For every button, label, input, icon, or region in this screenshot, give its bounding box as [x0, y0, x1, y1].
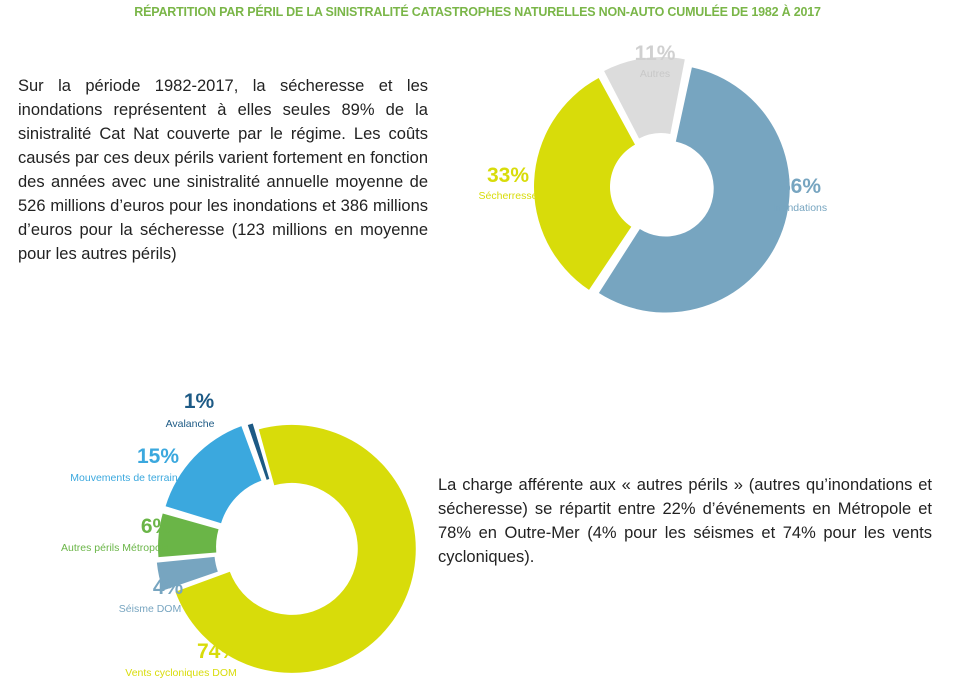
donut-slice: [156, 556, 218, 591]
slice-value-label: 33%: [487, 164, 529, 187]
paragraph: Sur la période 1982-2017, la sécheresse …: [18, 77, 428, 263]
paragraph: La charge afférente aux « autres périls …: [438, 476, 932, 566]
slice-name-label: Mouvements de terrain: [70, 472, 178, 484]
slice-value-label: 6%: [141, 515, 172, 538]
slice-name-label: Inondations: [773, 202, 827, 214]
donut-slice: [247, 423, 270, 480]
donut-slice: [534, 77, 636, 290]
slice-name-label: Vents cycloniques DOM: [125, 667, 236, 679]
slice-value-label: 11%: [635, 42, 676, 65]
slice-value-label: 56%: [779, 175, 821, 198]
donut-slice: [598, 67, 790, 313]
slice-value-label: 15%: [137, 445, 179, 468]
slice-value-label: 74%: [197, 640, 239, 663]
slice-name-label: Séisme DOM: [119, 603, 181, 615]
slice-name-label: Autres périls Métropole: [61, 542, 169, 554]
donut-slice: [604, 57, 685, 139]
page-title: RÉPARTITION PAR PÉRIL DE LA SINISTRALITÉ…: [134, 5, 821, 19]
donut-slice: [165, 426, 262, 524]
donut-slice: [158, 513, 219, 558]
slice-name-label: Avalanche: [166, 418, 215, 430]
slice-value-label: 4%: [153, 576, 184, 599]
donut-slice: [175, 424, 416, 673]
slice-value-label: 1%: [184, 390, 215, 413]
slice-name-label: Sécherresse: [479, 190, 538, 202]
slice-name-label: Autres: [640, 68, 670, 80]
